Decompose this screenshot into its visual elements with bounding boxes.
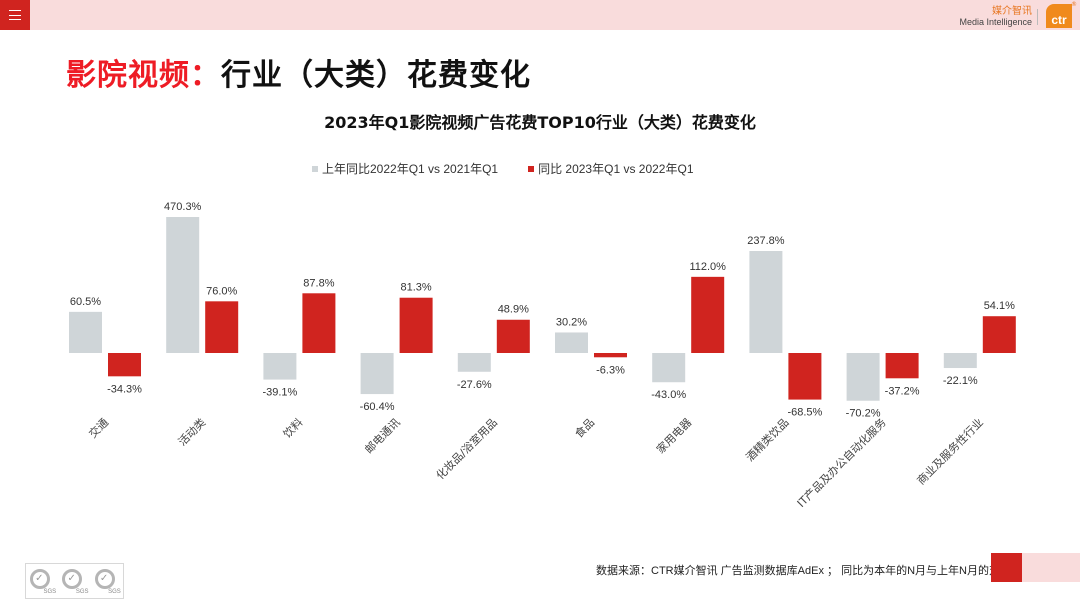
bar-current-year [594,353,627,358]
data-label: 76.0% [206,285,237,297]
bar-current-year [691,276,725,353]
bar-chart: 60.5% -34.3% 交通 470.3% 76.0% 活动类 -39.1% 87.8% 饮料… [69,201,1016,510]
sgs-certifications: ✓ SGS ✓ SGS ✓ SGS [25,563,124,599]
legend-swatch-gray [312,165,318,172]
logo-text: ctr [1051,13,1067,27]
category-label: 商业及服务性行业 [914,415,986,487]
data-source-note: 数据来源：CTR媒介智讯 广告监测数据库AdEx ； 同比为本年的N月与上年N月… [596,565,1011,577]
data-label: -70.2% [846,408,881,420]
data-label: 470.3% [164,201,202,213]
category-label: 家用电器 [653,415,694,456]
data-label: 54.1% [984,300,1015,312]
bar-current-year [982,316,1016,353]
bar-current-year [885,353,919,379]
data-label: 81.3% [400,282,431,294]
data-label: 30.2% [556,316,587,328]
data-label: 60.5% [70,296,101,308]
menu-button[interactable] [0,0,30,30]
footer-pink-block [1022,553,1080,582]
data-label: -39.1% [262,387,297,399]
category-label: 活动类 [175,415,208,448]
sgs-seal-icon: ✓ SGS [28,567,56,595]
legend-label: 同比 2023年Q1 vs 2022年Q1 [538,162,694,176]
brand-divider [1037,9,1038,25]
chart-title: 2023年Q1影院视频广告花费TOP10行业（大类）花费变化 [324,113,756,132]
data-label: 112.0% [689,261,726,273]
bar-prev-year [457,353,491,372]
category-label: 饮料 [280,415,305,440]
category-label: 交通 [86,415,111,440]
brand-text: 媒介智讯 Media Intelligence [959,6,1032,28]
bar-current-year [302,293,336,353]
bar-prev-year [263,353,297,380]
brand-cn: 媒介智讯 [992,6,1032,17]
data-label: 237.8% [747,235,785,247]
footer-red-block [991,553,1022,582]
bar-current-year [205,301,239,353]
top-bar [0,0,1080,30]
bar-prev-year [749,251,783,353]
category-label: IT产品及办公自动化服务 [794,415,889,510]
data-label: -68.5% [787,407,822,419]
ctr-logo: ctr [1046,4,1072,28]
bar-prev-year [846,353,880,401]
data-label: 48.9% [498,304,529,316]
sgs-seal-icon: ✓ SGS [60,567,88,595]
bar-prev-year [555,332,588,353]
data-label: -27.6% [457,379,492,391]
data-label: -22.1% [943,375,978,387]
bar-prev-year [360,353,394,395]
category-label: 邮电通讯 [362,416,402,456]
hamburger-menu-icon [9,10,21,20]
sgs-seal-icon: ✓ SGS [93,567,121,595]
bar-prev-year [69,311,102,353]
bar-current-year [496,319,530,353]
bar-prev-year [166,217,200,353]
data-label: -43.0% [651,389,686,401]
data-label: 87.8% [303,277,334,289]
brand-en: Media Intelligence [959,17,1032,27]
legend-label: 上年同比2022年Q1 vs 2021年Q1 [322,162,499,176]
category-label: 酒精类饮品 [743,415,792,464]
registered-mark: ® [1071,1,1077,8]
chart-legend: 上年同比2022年Q1 vs 2021年Q1 同比 2023年Q1 vs 202… [312,160,694,177]
data-label: -37.2% [885,385,920,397]
bar-current-year [108,353,141,377]
page-title: 影院视频：行业（大类）花费变化 [66,50,531,94]
bar-prev-year [943,353,977,369]
page-title-prefix: 影院视频： [66,58,221,93]
page-title-main: 行业（大类）花费变化 [221,58,531,93]
bar-prev-year [652,353,686,383]
legend-item-prev-year: 上年同比2022年Q1 vs 2021年Q1 [312,160,498,177]
legend-item-current-year: 同比 2023年Q1 vs 2022年Q1 [528,160,694,177]
legend-swatch-red [528,165,535,172]
bar-current-year [399,297,433,353]
category-label: 化妆品/浴室用品 [433,415,500,482]
data-label: -34.3% [107,383,142,395]
category-label: 食品 [572,415,597,440]
data-label: -6.3% [596,364,625,376]
bar-current-year [788,353,822,400]
data-label: -60.4% [360,401,395,413]
